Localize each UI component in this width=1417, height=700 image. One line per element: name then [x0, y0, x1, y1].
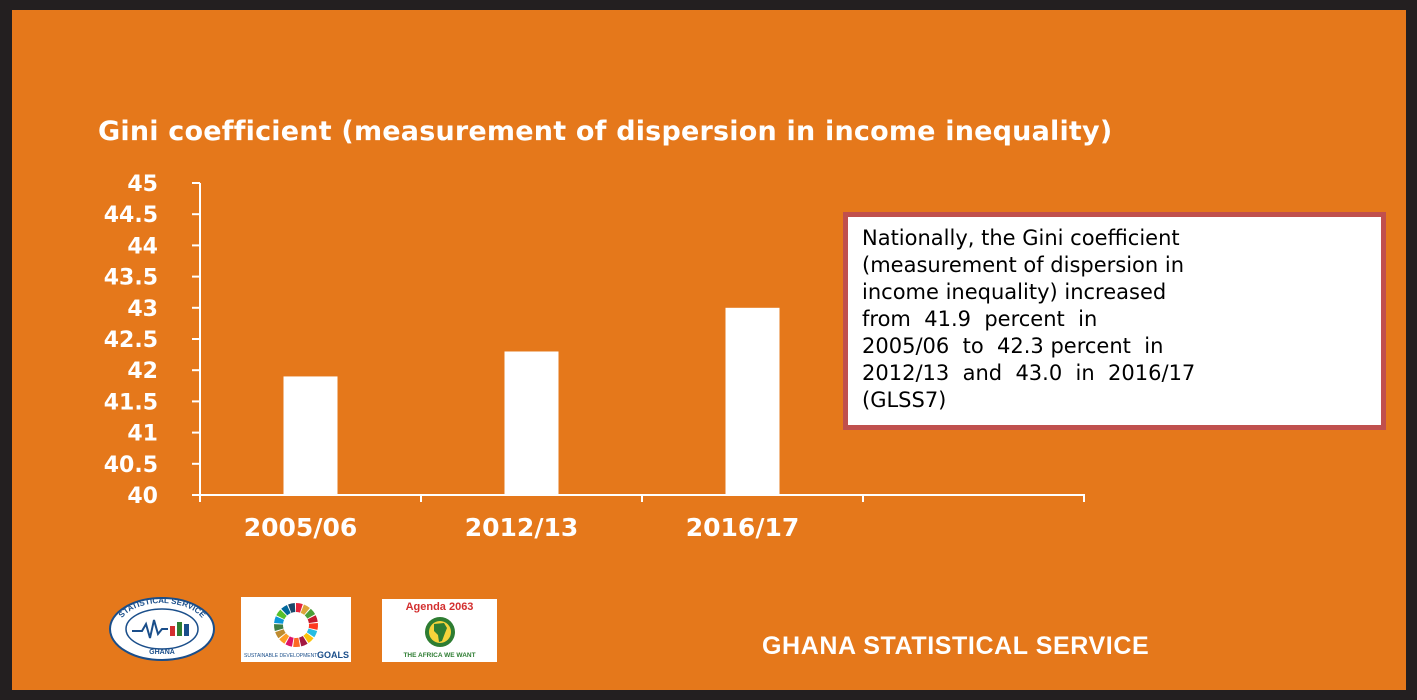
note-line: 2012/13 and 43.0 in 2016/17 — [862, 361, 1196, 385]
x-category-label: 2012/13 — [465, 513, 579, 542]
y-tick-label: 42.5 — [104, 328, 158, 353]
note-line: from 41.9 percent in — [862, 307, 1098, 331]
chart-title: Gini coefficient (measurement of dispers… — [98, 116, 1113, 147]
y-tick-label: 44.5 — [104, 203, 158, 228]
sdg-wheel-segment — [288, 603, 296, 613]
note-line: (GLSS7) — [862, 388, 947, 412]
note-line: (measurement of dispersion in — [862, 253, 1185, 277]
sdg-goals-text: GOALS — [317, 650, 350, 660]
gss-bottom-text: GHANA — [149, 649, 175, 656]
bar-2005-06 — [283, 376, 338, 495]
sdg-wheel-segment — [307, 615, 318, 624]
note-line: Nationally, the Gini coefficient — [862, 226, 1180, 250]
y-tick-label: 41.5 — [104, 390, 158, 415]
gss-logo: STATISTICAL SERVICE GHANA — [109, 596, 215, 661]
sdg-wheel-segment — [304, 608, 316, 619]
y-tick-label: 42 — [127, 359, 158, 384]
y-tick-label: 40 — [127, 484, 158, 509]
sdg-wheel-segment — [285, 636, 294, 647]
note-box: Nationally, the Gini coefficient (measur… — [843, 212, 1386, 430]
sdg-wheel-segment — [279, 633, 290, 644]
sdg-wheel-segment — [303, 632, 314, 644]
sdg-wheel-segment — [300, 604, 310, 615]
agenda-title: Agenda 2063 — [405, 601, 474, 613]
x-category-label: 2016/17 — [686, 513, 800, 542]
sdg-wheel-segment — [281, 604, 291, 616]
y-tick-label: 43.5 — [104, 266, 158, 291]
sdg-wheel-segment — [274, 616, 285, 624]
bar-2016-17 — [725, 307, 780, 495]
sdg-logo: SUSTAINABLE DEVELOPMENT GOALS — [241, 597, 351, 662]
sdg-wheel-segment — [293, 637, 301, 647]
y-tick-label: 40.5 — [104, 453, 158, 478]
y-tick-label: 44 — [127, 234, 158, 259]
sdg-wheel-segment — [275, 629, 286, 639]
y-tick-label: 45 — [127, 172, 158, 197]
sdg-wheel-segment — [306, 628, 318, 638]
agenda-2063-logo: Agenda 2063 THE AFRICA WE WANT — [382, 599, 497, 662]
y-tick-label: 41 — [127, 422, 158, 447]
bar-2012-13 — [504, 351, 559, 495]
note-line: income inequality) increased — [862, 280, 1167, 304]
agenda-slogan: THE AFRICA WE WANT — [403, 652, 476, 659]
sdg-wheel-segment — [274, 624, 284, 632]
organization-name: GHANA STATISTICAL SERVICE — [762, 632, 1150, 660]
note-line: 2005/06 to 42.3 percent in — [862, 334, 1164, 358]
africa-emblem-icon — [425, 617, 455, 647]
sdg-wheel-segment — [296, 603, 303, 613]
sdg-wheel-segment — [308, 622, 318, 630]
x-category-label: 2005/06 — [244, 513, 358, 542]
sdg-wheel-icon — [274, 603, 318, 647]
sdg-wheel-segment — [276, 609, 287, 620]
y-tick-label: 43 — [127, 297, 158, 322]
sdg-wheel-segment — [299, 636, 308, 647]
sdg-small-text: SUSTAINABLE DEVELOPMENT — [244, 653, 318, 659]
